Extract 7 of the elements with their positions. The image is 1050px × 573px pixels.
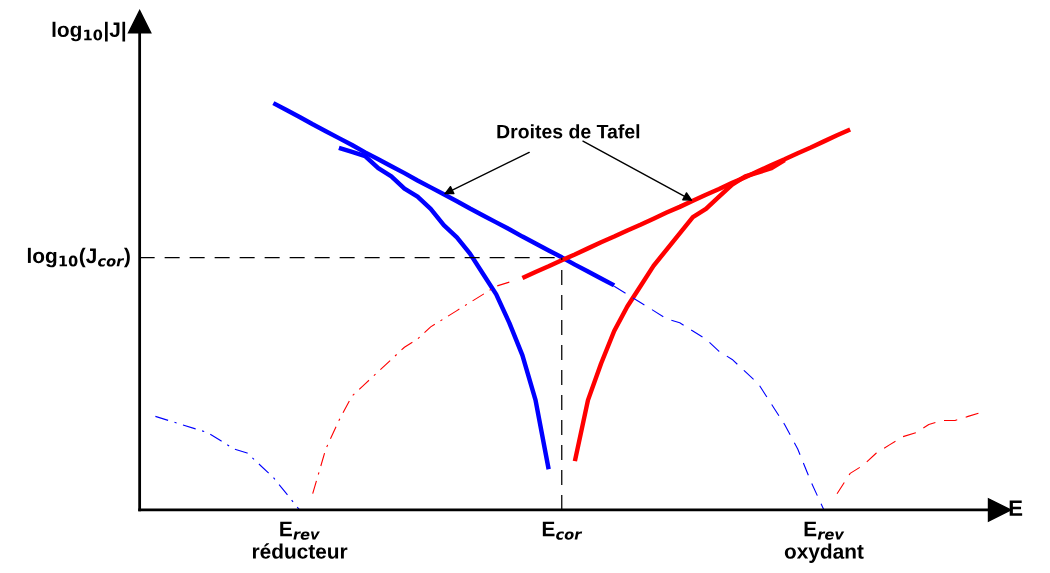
annotation: Droites de Tafel <box>497 124 640 139</box>
x-tick-label: E$_{cor}$ <box>542 521 583 540</box>
x-axis-title: E <box>1009 500 1023 516</box>
ref-line-label: log$_{10}$(J$_{cor}$) <box>27 247 130 268</box>
x-tick-label: E$_{rev}$ réducteur <box>252 521 348 559</box>
y-axis-title: log$_{10}$|J| <box>52 21 126 42</box>
x-tick-label: E$_{rev}$ oxydant <box>784 521 864 563</box>
